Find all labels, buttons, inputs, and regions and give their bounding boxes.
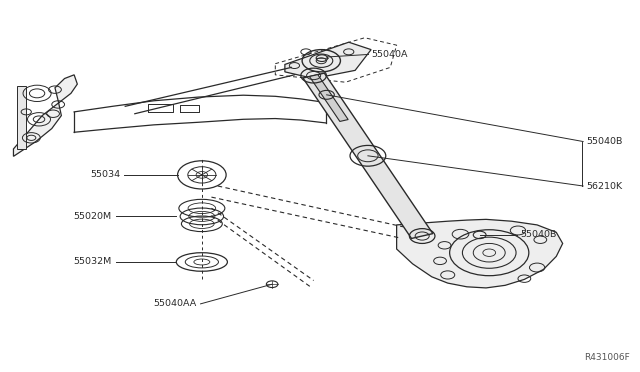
Polygon shape: [303, 73, 433, 238]
Polygon shape: [13, 75, 77, 156]
Text: 55020M: 55020M: [74, 212, 112, 221]
Text: 56210K: 56210K: [586, 182, 623, 190]
Text: 55040A: 55040A: [372, 50, 408, 59]
Polygon shape: [310, 75, 348, 121]
Text: 55040B: 55040B: [586, 137, 623, 146]
Polygon shape: [285, 42, 371, 78]
Text: 55034: 55034: [90, 170, 120, 179]
Polygon shape: [17, 86, 26, 149]
Text: R431006F: R431006F: [584, 353, 630, 362]
Text: 55032M: 55032M: [74, 257, 112, 266]
Polygon shape: [397, 219, 563, 288]
Text: 55040B: 55040B: [520, 230, 556, 240]
Text: 55040AA: 55040AA: [154, 299, 196, 308]
